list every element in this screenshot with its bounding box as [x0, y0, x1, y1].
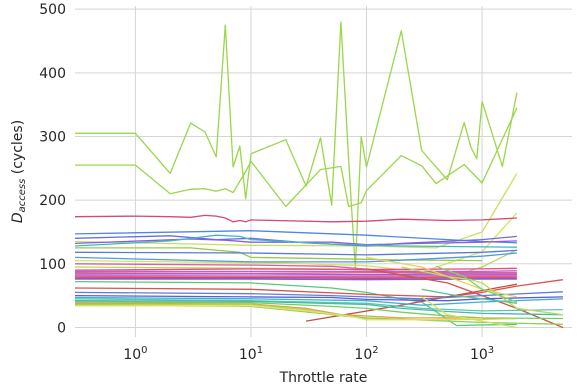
series-line-38	[401, 266, 563, 316]
x-axis-label: Throttle rate	[279, 370, 368, 386]
y-axis-label-suffix: (cycles)	[10, 120, 26, 179]
series-line-19	[75, 274, 517, 277]
series-line-17	[75, 272, 517, 274]
series-line-10	[75, 234, 517, 248]
y-tick-label: 0	[57, 320, 66, 336]
x-tick-label: 100	[123, 345, 147, 363]
series-line-27	[75, 291, 563, 300]
series-line-40	[421, 288, 517, 304]
series-line-20	[75, 275, 517, 278]
series-line-30	[75, 298, 563, 312]
y-axis-ticks: 0 100 200 300 400 500	[39, 2, 66, 336]
series-line-37	[421, 296, 518, 329]
y-axis-label: Daccess (cycles)	[10, 120, 28, 223]
series-line-31	[75, 300, 563, 316]
series-line-22	[75, 278, 517, 281]
series-line-1	[75, 21, 518, 269]
y-axis-label-sub: access	[17, 179, 28, 213]
series-line-9	[75, 238, 517, 246]
series-line-6	[75, 214, 517, 223]
series-layer	[75, 21, 564, 329]
series-line-12	[75, 249, 517, 256]
series-line-29	[75, 296, 563, 306]
y-tick-label: 500	[39, 2, 66, 18]
series-line-21	[75, 277, 517, 280]
series-line-13	[75, 252, 517, 263]
series-line-18	[75, 273, 517, 276]
series-line-16	[75, 270, 517, 273]
y-tick-label: 300	[39, 129, 66, 145]
series-line-33	[75, 302, 517, 320]
series-line-39	[435, 265, 518, 303]
y-tick-label: 200	[39, 193, 66, 209]
y-tick-label: 400	[39, 66, 66, 82]
y-tick-label: 100	[39, 257, 66, 273]
y-axis-label-main: D	[10, 212, 26, 223]
x-tick-label: 103	[470, 345, 494, 363]
series-line-41	[75, 305, 483, 321]
x-tick-label: 102	[354, 345, 378, 363]
series-line-3	[75, 173, 518, 249]
x-axis-ticks: 100 101 102 103	[123, 345, 494, 363]
x-tick-label: 101	[239, 345, 263, 363]
series-line-2	[75, 107, 518, 208]
